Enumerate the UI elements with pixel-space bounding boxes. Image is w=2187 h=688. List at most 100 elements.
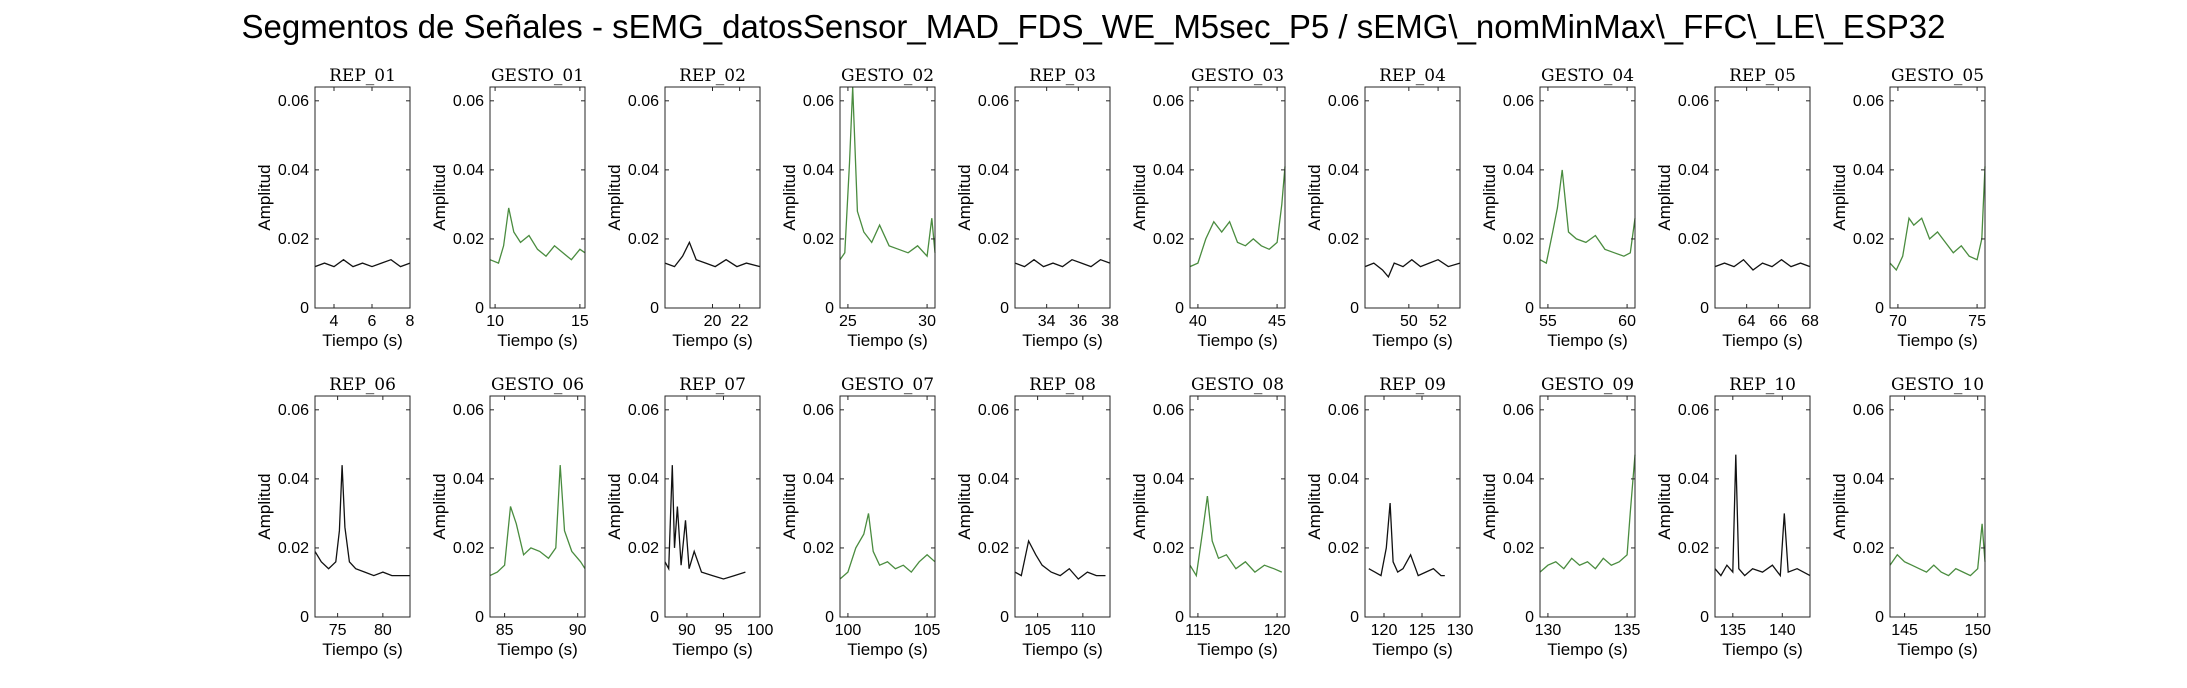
y-axis-label: Amplitud [430, 164, 449, 230]
x-tick-label: 110 [1070, 622, 1096, 639]
y-axis-label: Amplitud [605, 473, 624, 539]
y-tick-label: 0.06 [803, 402, 834, 419]
subplot-title: REP_10 [1729, 375, 1796, 395]
x-tick-label: 100 [747, 622, 774, 639]
axes-box [1189, 86, 1286, 309]
y-tick-label: 0.02 [1328, 231, 1359, 248]
x-tick-label: 95 [715, 622, 733, 639]
y-tick-label: 0.02 [278, 231, 309, 248]
x-axis-label: Tiempo (s) [672, 640, 753, 659]
x-tick-label: 60 [1618, 313, 1636, 330]
subplot-8: 0 0.02 0.04 0.06 55 60 GESTO_04 Tiempo (s) Ampli… [1480, 66, 1636, 350]
series-line [839, 86, 936, 261]
x-tick-label: 40 [1189, 313, 1207, 330]
x-tick-label: 8 [406, 313, 415, 330]
x-tick-label: 120 [1264, 622, 1291, 639]
y-axis-label: Amplitud [1305, 473, 1324, 539]
y-tick-label: 0.02 [978, 540, 1009, 557]
x-tick-label: 30 [918, 313, 936, 330]
subplot-17: 0 0.02 0.04 0.06 120 125 130 REP_09 Tiempo (s) Am… [1305, 375, 1473, 659]
y-tick-label: 0.02 [1503, 540, 1534, 557]
y-tick-label: 0.06 [803, 93, 834, 110]
series-line [664, 465, 746, 580]
y-axis-label: Amplitud [255, 473, 274, 539]
y-tick-label: 0.02 [628, 540, 659, 557]
y-tick-label: 0 [825, 609, 834, 626]
x-tick-label: 130 [1535, 622, 1562, 639]
y-tick-label: 0.06 [1853, 93, 1884, 110]
y-tick-label: 0.04 [453, 162, 484, 179]
x-tick-label: 135 [1719, 622, 1746, 639]
x-axis-label: Tiempo (s) [1022, 331, 1103, 350]
x-tick-label: 85 [496, 622, 514, 639]
figure-title: Segmentos de Señales - sEMG_datosSensor_… [241, 8, 1946, 45]
y-axis-label: Amplitud [1480, 164, 1499, 230]
series-line [1714, 258, 1811, 271]
subplot-19: 0 0.02 0.04 0.06 135 140 REP_10 Tiempo (s) Ampli… [1655, 375, 1811, 659]
y-tick-label: 0.04 [978, 471, 1009, 488]
y-tick-label: 0.02 [803, 540, 834, 557]
series-line [1539, 169, 1636, 265]
x-axis-label: Tiempo (s) [1372, 331, 1453, 350]
y-tick-label: 0.02 [1503, 231, 1534, 248]
series-line [1368, 502, 1445, 577]
x-axis-label: Tiempo (s) [1547, 640, 1628, 659]
subplot-title: REP_08 [1029, 375, 1096, 395]
y-tick-label: 0 [1350, 300, 1359, 317]
series-line [664, 240, 761, 268]
y-tick-label: 0.02 [1853, 231, 1884, 248]
y-axis-label: Amplitud [955, 164, 974, 230]
x-axis-label: Tiempo (s) [1722, 331, 1803, 350]
y-tick-label: 0 [1350, 609, 1359, 626]
y-tick-label: 0.06 [1853, 402, 1884, 419]
subplot-7: 0 0.02 0.04 0.06 50 52 REP_04 Tiempo (s) Amplitu… [1305, 66, 1461, 350]
subplot-11: 0 0.02 0.04 0.06 75 80 REP_06 Tiempo (s) Amplitu… [255, 375, 411, 659]
y-tick-label: 0.06 [1503, 93, 1534, 110]
subplot-5: 0 0.02 0.04 0.06 34 36 38 REP_03 Tiempo (s) Ampli… [955, 66, 1119, 350]
y-tick-label: 0.04 [1678, 471, 1709, 488]
subplot-2: 0 0.02 0.04 0.06 10 15 GESTO_01 Tiempo (s) Ampli… [430, 66, 589, 350]
subplot-12: 0 0.02 0.04 0.06 85 90 GESTO_06 Tiempo (s) Ampli… [430, 375, 587, 659]
y-axis-label: Amplitud [1130, 164, 1149, 230]
axes-box [1714, 395, 1811, 618]
x-axis-label: Tiempo (s) [1372, 640, 1453, 659]
x-tick-label: 130 [1447, 622, 1474, 639]
y-axis-label: Amplitud [1655, 164, 1674, 230]
x-tick-label: 75 [1968, 313, 1986, 330]
y-tick-label: 0.04 [1678, 162, 1709, 179]
x-axis-label: Tiempo (s) [1722, 640, 1803, 659]
subplot-9: 0 0.02 0.04 0.06 64 66 68 REP_05 Tiempo (s) Ampli… [1655, 66, 1819, 350]
subplot-title: GESTO_08 [1191, 375, 1284, 395]
subplot-title: REP_02 [679, 66, 746, 86]
x-tick-label: 6 [368, 313, 377, 330]
x-tick-label: 34 [1038, 313, 1056, 330]
axes-box [664, 395, 761, 618]
subplot-title: REP_05 [1729, 66, 1796, 86]
x-tick-label: 125 [1409, 622, 1436, 639]
series-line [1189, 166, 1286, 268]
subplot-title: GESTO_05 [1891, 66, 1984, 86]
series-line [1539, 454, 1636, 573]
y-tick-label: 0.06 [628, 93, 659, 110]
x-tick-label: 15 [571, 313, 589, 330]
x-axis-label: Tiempo (s) [1022, 640, 1103, 659]
subplot-title: GESTO_10 [1891, 375, 1984, 395]
x-tick-label: 25 [839, 313, 857, 330]
series-line [1889, 523, 1986, 577]
y-tick-label: 0 [1700, 609, 1709, 626]
subplot-title: GESTO_07 [841, 375, 934, 395]
y-tick-label: 0 [475, 609, 484, 626]
x-tick-label: 4 [330, 313, 339, 330]
x-tick-label: 100 [835, 622, 862, 639]
y-tick-label: 0.06 [1153, 93, 1184, 110]
y-axis-label: Amplitud [1830, 164, 1849, 230]
y-tick-label: 0.06 [1678, 93, 1709, 110]
y-tick-label: 0 [300, 300, 309, 317]
series-line [1889, 166, 1986, 272]
axes-box [1714, 86, 1811, 309]
x-tick-label: 90 [678, 622, 696, 639]
subplot-13: 0 0.02 0.04 0.06 90 95 100 REP_07 Tiempo (s) Ampl… [605, 375, 773, 659]
y-tick-label: 0 [1525, 300, 1534, 317]
subplot-title: GESTO_09 [1541, 375, 1634, 395]
y-tick-label: 0 [825, 300, 834, 317]
